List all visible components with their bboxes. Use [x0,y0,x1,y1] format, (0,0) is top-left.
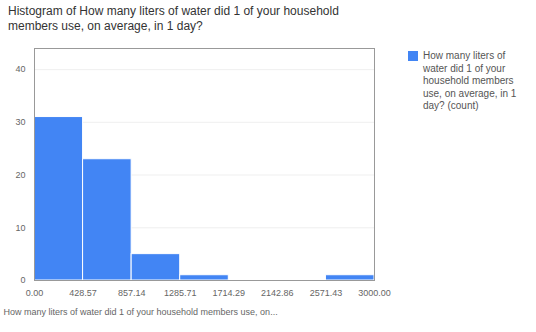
svg-text:10: 10 [15,223,25,233]
svg-text:40: 40 [15,64,25,74]
svg-text:0.00: 0.00 [26,288,44,298]
svg-text:857.14: 857.14 [118,288,146,298]
svg-text:3000.00: 3000.00 [358,288,391,298]
svg-text:How many liters of water did 1: How many liters of water did 1 of your h… [4,307,278,317]
svg-text:20: 20 [15,170,25,180]
svg-text:2571.43: 2571.43 [310,288,343,298]
svg-text:1285.71: 1285.71 [164,288,197,298]
svg-text:0: 0 [20,275,25,285]
svg-text:30: 30 [15,117,25,127]
svg-text:428.57: 428.57 [69,288,97,298]
svg-text:2142.86: 2142.86 [261,288,294,298]
html-text:How many liters of water did 1: How many liters of water did 1 of your h… [423,50,517,111]
html-text:Histogram of How many liters o: Histogram of How many liters of water di… [8,4,339,33]
svg-text:1714.29: 1714.29 [213,288,246,298]
